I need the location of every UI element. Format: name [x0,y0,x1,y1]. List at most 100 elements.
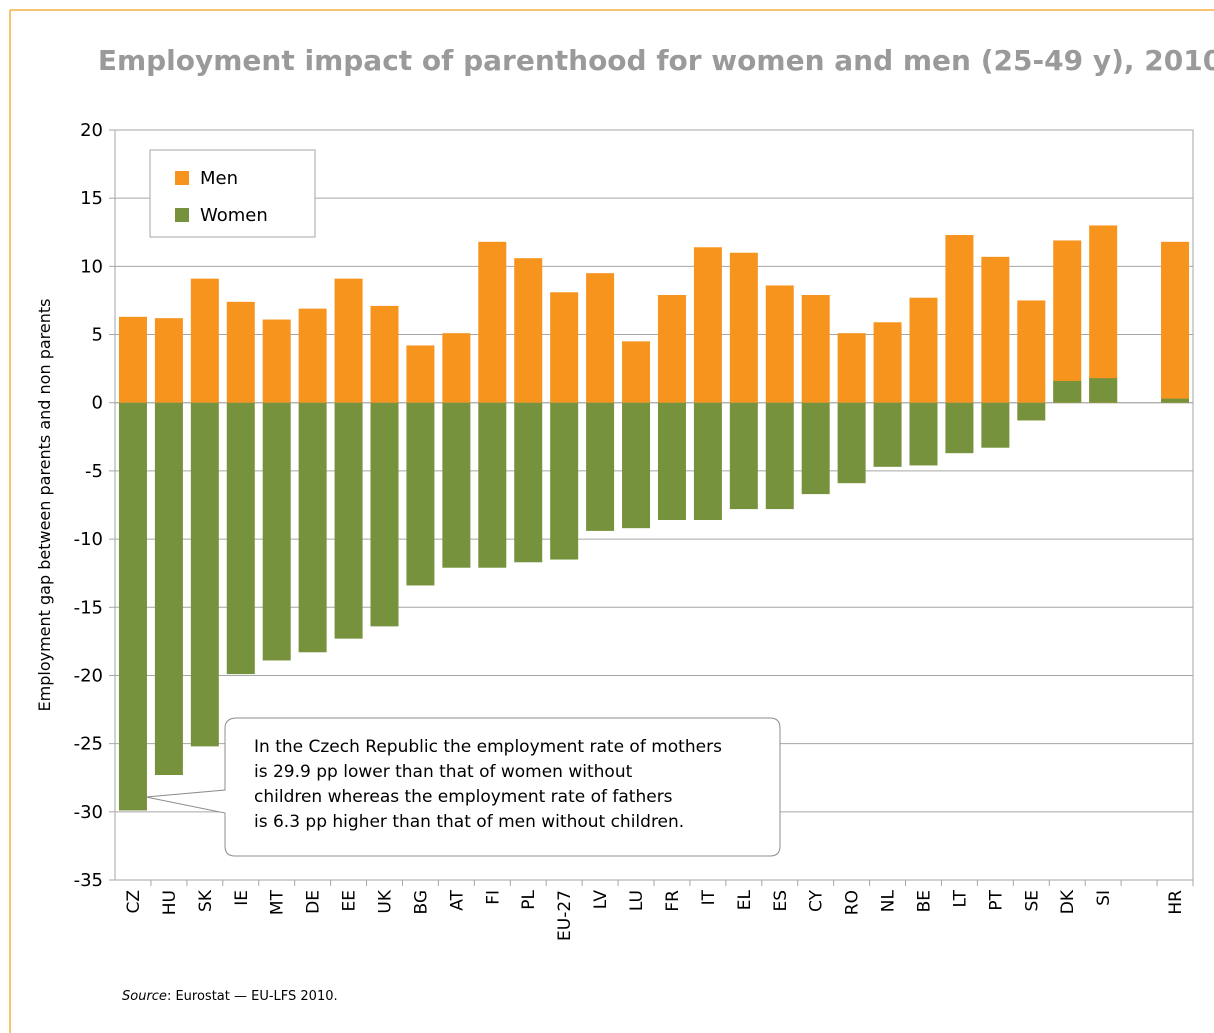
x-tick-label: EU-27 [555,890,575,941]
legend-swatch [175,171,189,185]
bar [442,402,471,568]
x-tick-label: FR [663,890,683,912]
bar [765,402,794,510]
y-tick-label: -15 [74,597,103,618]
bar [550,292,579,403]
bar [909,402,938,466]
bar [657,295,686,403]
bar [298,308,327,403]
bar [514,402,543,563]
x-tick-label: SI [1094,890,1114,906]
bar [1053,380,1082,403]
bar [945,402,974,454]
annotation-line: is 29.9 pp lower than that of women with… [254,762,633,782]
bar [873,322,902,403]
bar [801,295,830,403]
x-tick-label: DE [304,890,324,914]
x-tick-label: RO [843,890,863,915]
bar [154,318,183,403]
x-tick-label: PT [986,889,1006,910]
y-tick-label: -10 [74,529,103,550]
bar [981,402,1010,448]
bar [1017,300,1046,403]
y-tick-label: 10 [80,256,103,277]
chart-title: Employment impact of parenthood for wome… [98,44,1214,77]
bar [550,402,579,560]
bar [729,402,758,510]
annotation-line: In the Czech Republic the employment rat… [254,737,722,757]
y-tick-label: 20 [80,120,103,141]
legend-label: Men [200,168,238,189]
x-tick-label: AT [447,889,467,910]
y-tick-label: -30 [74,802,103,823]
bar [657,402,686,520]
bar [226,301,255,403]
annotation-line: children whereas the employment rate of … [254,787,673,807]
annotation-line: is 6.3 pp higher than that of men withou… [254,812,684,832]
x-tick-label: HR [1166,890,1186,915]
x-tick-label: SE [1022,890,1042,912]
bar [154,402,183,775]
x-tick-label: NL [879,889,899,912]
x-tick-label: FI [483,890,503,905]
bar [190,278,219,403]
bar [262,319,291,403]
x-tick-label: ES [771,890,791,912]
x-tick-label: UK [376,889,396,913]
bar [981,256,1010,403]
bar [406,345,435,403]
y-tick-label: 5 [92,325,103,346]
bar [1161,398,1190,403]
y-tick-label: -20 [74,665,103,686]
bar [478,402,507,568]
y-tick-label: 0 [92,393,103,414]
x-tick-label: IT [699,889,719,905]
bar [909,297,938,403]
bar [693,402,722,520]
x-tick-label: LV [591,890,611,910]
x-tick-label: LU [627,890,647,911]
y-axis-label: Employment gap between parents and non p… [35,299,54,712]
bar [1053,240,1082,403]
bar [837,402,866,484]
bar [586,402,615,531]
bar [514,258,543,403]
legend-swatch [175,208,189,222]
x-tick-label: EE [340,890,360,911]
bar [406,402,435,586]
x-tick-label: HU [160,890,180,915]
bar [1089,378,1118,403]
source-label: Source [122,989,167,1004]
source: Source: Eurostat — EU-LFS 2010. [122,989,338,1004]
bar [118,402,147,811]
bar [478,241,507,403]
bar [298,402,327,653]
bar [118,316,147,403]
x-tick-label: SK [196,889,216,912]
x-tick-label: BG [411,890,431,915]
x-tick-label: CZ [124,890,144,914]
bar [1161,241,1190,403]
y-tick-label: 15 [80,188,103,209]
legend-box [149,149,316,238]
x-tick-label: PL [519,889,539,909]
bar [262,402,291,661]
bar [586,273,615,403]
bar [1089,225,1118,403]
bar [370,305,399,403]
bar [945,235,974,403]
x-tick-label: EL [735,889,755,910]
bar [837,333,866,403]
bar [334,278,363,403]
bar [190,402,219,747]
bar [873,402,902,467]
bar [622,402,651,529]
bar [1017,402,1046,421]
bar [442,333,471,403]
y-tick-label: -25 [74,734,103,755]
x-tick-label: CY [807,889,827,912]
bar [334,402,363,639]
bar [765,285,794,403]
